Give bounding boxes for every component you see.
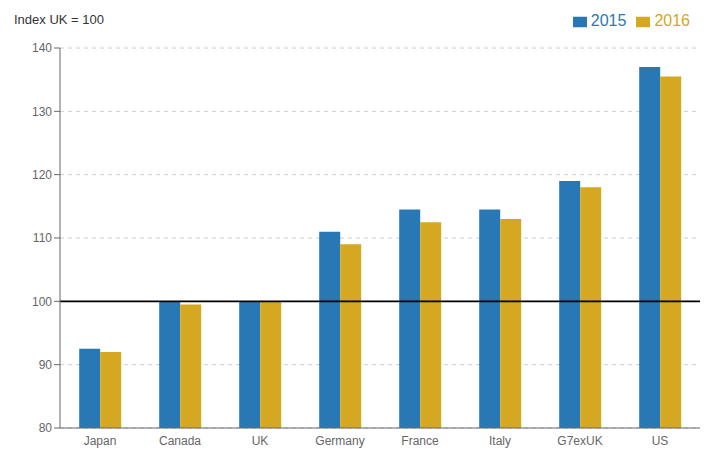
svg-text:G7exUK: G7exUK bbox=[557, 434, 602, 448]
svg-text:France: France bbox=[401, 434, 439, 448]
svg-text:130: 130 bbox=[32, 105, 52, 119]
svg-text:120: 120 bbox=[32, 168, 52, 182]
svg-text:Italy: Italy bbox=[489, 434, 511, 448]
svg-text:100: 100 bbox=[32, 295, 52, 309]
svg-text:US: US bbox=[652, 434, 669, 448]
svg-text:Canada: Canada bbox=[159, 434, 201, 448]
html-text:2015: 2015 bbox=[590, 12, 627, 29]
svg-text:110: 110 bbox=[33, 231, 52, 245]
svg-text:140: 140 bbox=[32, 41, 52, 55]
svg-text:80: 80 bbox=[39, 421, 53, 435]
html-text:2016: 2016 bbox=[654, 12, 690, 29]
svg-text:90: 90 bbox=[39, 358, 53, 372]
svg-text:Japan: Japan bbox=[84, 434, 117, 448]
svg-text:Germany: Germany bbox=[315, 434, 364, 448]
html-text:Index UK = 100: Index UK = 100 bbox=[14, 12, 104, 27]
svg-text:UK: UK bbox=[252, 434, 269, 448]
